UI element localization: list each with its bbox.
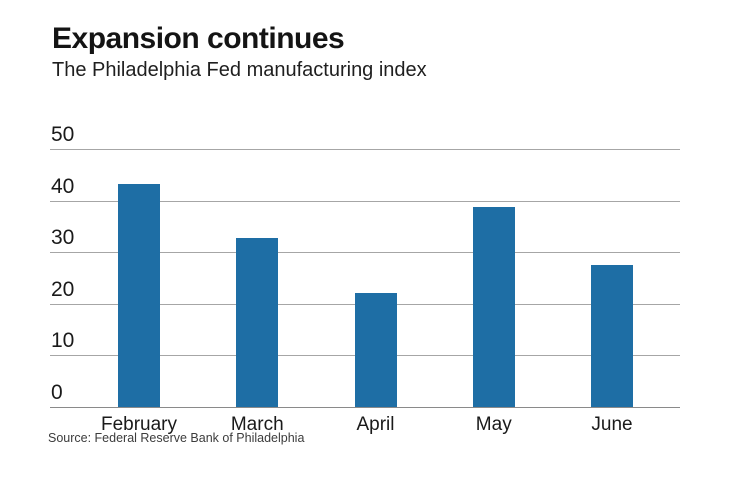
gridline-40 (50, 200, 680, 202)
x-label-may: May (475, 414, 512, 435)
bar-may (472, 206, 515, 407)
chart-subtitle: The Philadelphia Fed manufacturing index (52, 59, 427, 81)
chart-title: Expansion continues (52, 22, 345, 55)
bar-march (236, 237, 279, 407)
source-attribution: Source: Federal Reserve Bank of Philadel… (48, 431, 305, 445)
x-label-april: April (356, 414, 395, 435)
y-tick-label-40: 40 (51, 174, 75, 198)
bar-april (354, 293, 397, 407)
bar-june (591, 264, 633, 407)
y-tick-label-30: 30 (51, 226, 75, 250)
y-tick-label-10: 10 (51, 329, 75, 353)
x-label-march: March (230, 414, 284, 435)
x-label-february: February (100, 414, 178, 435)
chart-header: Expansion continues The Philadelphia Fed… (52, 22, 427, 82)
y-tick-label-20: 20 (51, 277, 75, 301)
y-tick-label-0: 0 (51, 381, 63, 404)
gridline-30 (50, 252, 680, 254)
gridline-50 (50, 149, 680, 150)
x-label-june: June (591, 414, 633, 435)
gridline-0 (50, 407, 680, 408)
bar-february (118, 183, 160, 407)
y-tick-label-50: 50 (51, 123, 75, 146)
